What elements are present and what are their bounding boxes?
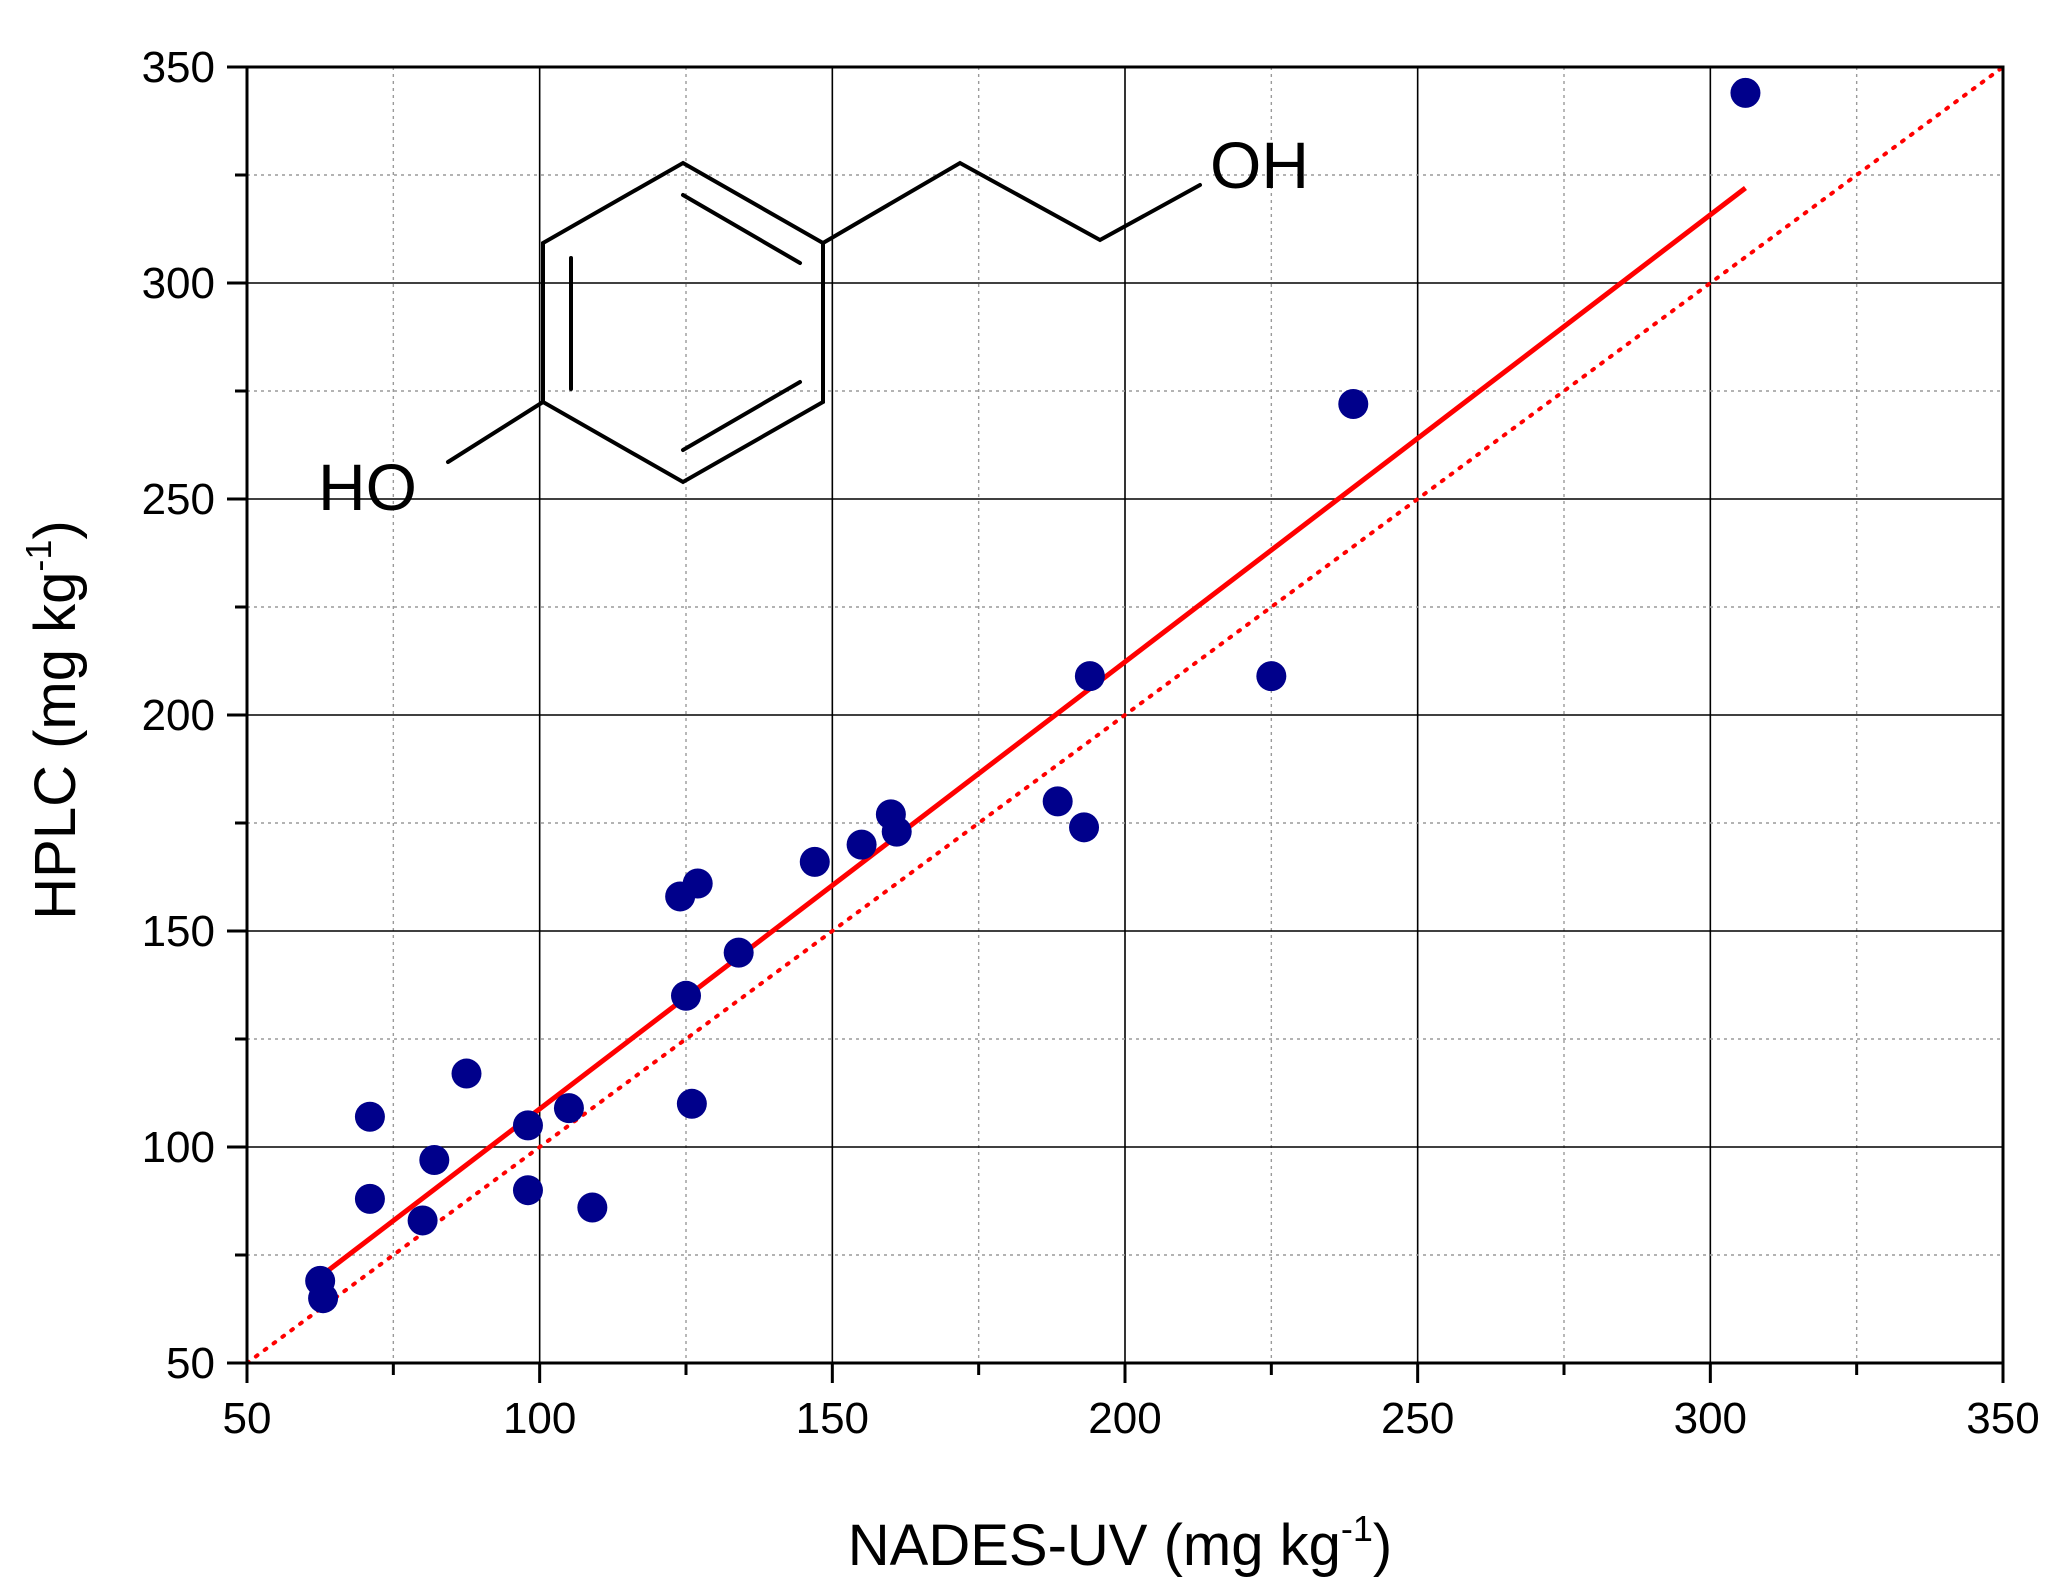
regression-lines bbox=[245, 65, 2005, 1365]
ring-double-bond-upper bbox=[681, 193, 802, 265]
y-axis-title-end: ) bbox=[23, 520, 88, 539]
data-point bbox=[354, 1101, 385, 1132]
side-chain bbox=[821, 160, 1202, 245]
y-tick-label: 200 bbox=[142, 691, 215, 740]
y-axis-title-text: HPLC (mg kg bbox=[23, 572, 88, 920]
data-point bbox=[419, 1144, 450, 1175]
identity-line bbox=[245, 65, 2005, 1365]
data-point bbox=[1042, 786, 1073, 817]
ho-label: HO bbox=[318, 450, 417, 524]
y-tick-label: 150 bbox=[142, 907, 215, 956]
y-tick-label: 300 bbox=[142, 259, 215, 308]
grid-lines bbox=[247, 67, 2003, 1363]
x-tick-label: 150 bbox=[796, 1394, 869, 1443]
data-point bbox=[676, 1088, 707, 1119]
data-point bbox=[553, 1093, 584, 1124]
data-point bbox=[354, 1183, 385, 1214]
oh-label: OH bbox=[1210, 128, 1309, 202]
x-axis-title-sup: -1 bbox=[1341, 1508, 1373, 1549]
data-point bbox=[1069, 812, 1100, 843]
data-point bbox=[577, 1192, 608, 1223]
x-tick-label: 350 bbox=[1966, 1394, 2039, 1443]
data-point bbox=[799, 846, 830, 877]
y-tick-label: 350 bbox=[142, 43, 215, 92]
x-tick-label: 300 bbox=[1674, 1394, 1747, 1443]
data-point bbox=[846, 829, 877, 860]
x-axis-title: NADES-UV (mg kg-1) bbox=[848, 1508, 1392, 1578]
fit-line bbox=[318, 185, 1747, 1279]
data-point bbox=[682, 868, 713, 899]
data-point bbox=[512, 1110, 543, 1141]
x-tick-label: 200 bbox=[1088, 1394, 1161, 1443]
data-point bbox=[723, 937, 754, 968]
data-point bbox=[1256, 661, 1287, 692]
data-point bbox=[671, 980, 701, 1011]
ring-double-bond-lower bbox=[681, 380, 802, 452]
hydroxyl-bond bbox=[446, 400, 545, 464]
data-point bbox=[407, 1205, 438, 1236]
data-point bbox=[1074, 661, 1105, 692]
data-point bbox=[512, 1175, 543, 1206]
data-points bbox=[305, 77, 1761, 1314]
y-tick-labels: 50 100 150 200 250 300 350 bbox=[142, 43, 215, 1388]
molecule-structure bbox=[446, 160, 1202, 485]
y-tick-label: 250 bbox=[142, 475, 215, 524]
x-axis-title-end: ) bbox=[1373, 1513, 1392, 1578]
benzene-ring bbox=[541, 160, 825, 485]
data-point bbox=[451, 1058, 482, 1089]
x-tick-label: 250 bbox=[1381, 1394, 1454, 1443]
x-tick-label: 50 bbox=[223, 1394, 272, 1443]
y-axis-title-sup: -1 bbox=[18, 540, 59, 572]
data-point bbox=[308, 1283, 339, 1314]
y-tick-label: 100 bbox=[142, 1123, 215, 1172]
data-point bbox=[1730, 77, 1761, 108]
y-axis-title: HPLC (mg kg-1) bbox=[18, 520, 88, 919]
y-tick-label: 50 bbox=[166, 1339, 215, 1388]
x-tick-label: 100 bbox=[503, 1394, 576, 1443]
axis-ticks bbox=[227, 65, 2005, 1383]
data-point bbox=[881, 816, 912, 847]
x-axis-title-text: NADES-UV (mg kg bbox=[848, 1513, 1341, 1578]
x-tick-labels: 50 100 150 200 250 300 350 bbox=[223, 1394, 2040, 1443]
data-point bbox=[1338, 388, 1369, 419]
